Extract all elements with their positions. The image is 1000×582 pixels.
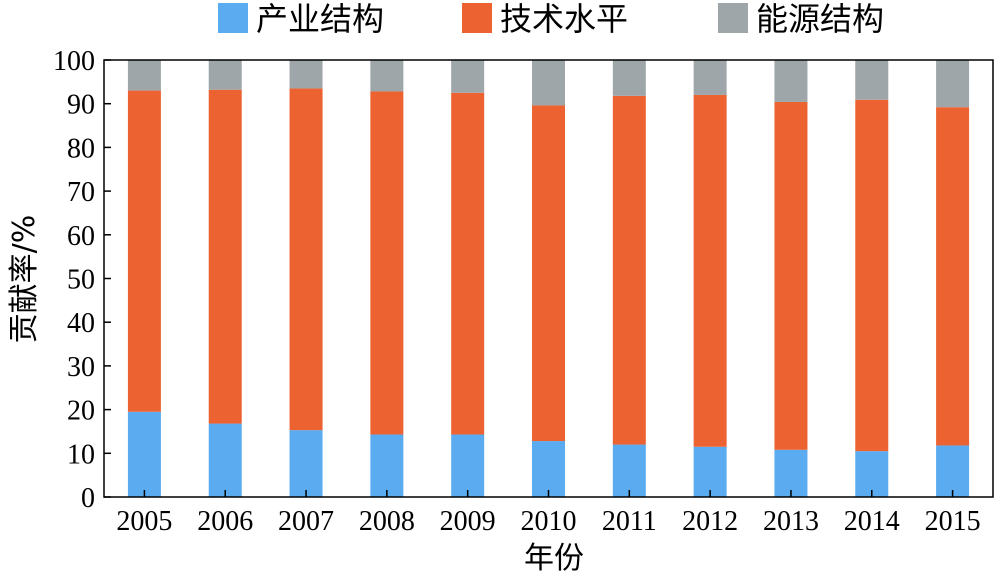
bar-2014-series-1 <box>855 99 889 452</box>
bar-2014-series-2 <box>855 60 889 100</box>
bar-2010-series-2 <box>532 60 565 106</box>
x-tick-label: 2015 <box>925 506 981 537</box>
bar-2008-series-0 <box>370 434 404 497</box>
y-tick-label: 60 <box>67 221 95 252</box>
bars-group <box>127 60 970 497</box>
bar-2008-series-2 <box>370 60 404 92</box>
x-tick-label: 2009 <box>440 506 496 537</box>
legend-swatch <box>462 3 492 33</box>
y-tick-label: 10 <box>67 439 95 470</box>
bar-2009-series-1 <box>451 92 485 435</box>
y-tick-label: 30 <box>67 352 95 383</box>
x-tick-label: 2007 <box>278 506 334 537</box>
bar-2014-series-0 <box>855 451 889 497</box>
bar-2006-series-1 <box>208 89 242 424</box>
x-tick-label: 2011 <box>602 506 657 537</box>
bar-2011-series-2 <box>612 60 646 96</box>
bar-2008-series-1 <box>370 91 404 435</box>
bar-2012-series-2 <box>693 60 727 95</box>
bar-2005-series-0 <box>127 411 161 497</box>
legend-label: 技术水平 <box>500 0 628 38</box>
x-tick-label: 2005 <box>116 506 172 537</box>
bar-2015-series-1 <box>936 107 970 446</box>
y-tick-label: 50 <box>67 265 95 296</box>
x-tick-label: 2013 <box>763 506 819 537</box>
y-tick-label: 70 <box>67 177 95 208</box>
bar-2007-series-1 <box>289 88 323 431</box>
legend-label: 能源结构 <box>756 0 884 38</box>
bar-2015-series-2 <box>936 60 970 108</box>
bar-2011-series-0 <box>612 444 646 497</box>
x-tick-label: 2010 <box>521 506 577 537</box>
bar-2010-series-0 <box>532 441 565 497</box>
bar-2005-series-1 <box>127 90 161 412</box>
y-tick-label: 20 <box>67 396 95 427</box>
bar-2012-series-0 <box>693 446 727 497</box>
x-axis-label: 年份 <box>524 541 584 576</box>
axes-group: 0 10 20 30 40 50 60 70 80 90 100 2005 2006 2007 2008 20… <box>53 46 994 537</box>
legend-swatch <box>218 3 248 33</box>
bar-2006-series-0 <box>208 423 242 497</box>
bar-2009-series-0 <box>451 434 485 497</box>
bar-2011-series-1 <box>612 95 646 445</box>
bar-2007-series-2 <box>289 60 323 89</box>
bar-2013-series-0 <box>774 449 808 497</box>
bar-2015-series-0 <box>936 445 970 497</box>
x-tick-label: 2014 <box>844 506 900 537</box>
legend: 产业结构 技术水平 能源结构 <box>218 0 884 38</box>
bar-2012-series-1 <box>693 94 727 447</box>
legend-label: 产业结构 <box>256 0 384 38</box>
legend-swatch <box>718 3 748 33</box>
bar-2013-series-1 <box>774 101 808 450</box>
bar-2010-series-1 <box>532 105 565 442</box>
y-tick-label: 0 <box>81 483 95 514</box>
x-tick-label: 2012 <box>682 506 738 537</box>
bar-2009-series-2 <box>451 60 485 93</box>
y-tick-label: 100 <box>53 46 95 77</box>
bar-2005-series-2 <box>127 60 161 91</box>
bar-2006-series-2 <box>208 60 242 90</box>
y-tick-label: 90 <box>67 90 95 121</box>
bar-2007-series-0 <box>289 430 323 497</box>
bar-2013-series-2 <box>774 60 808 102</box>
x-tick-label: 2008 <box>359 506 415 537</box>
y-axis-label: 贡献率/% <box>7 215 42 344</box>
y-tick-label: 80 <box>67 133 95 164</box>
x-tick-label: 2006 <box>197 506 253 537</box>
y-tick-label: 40 <box>67 308 95 339</box>
